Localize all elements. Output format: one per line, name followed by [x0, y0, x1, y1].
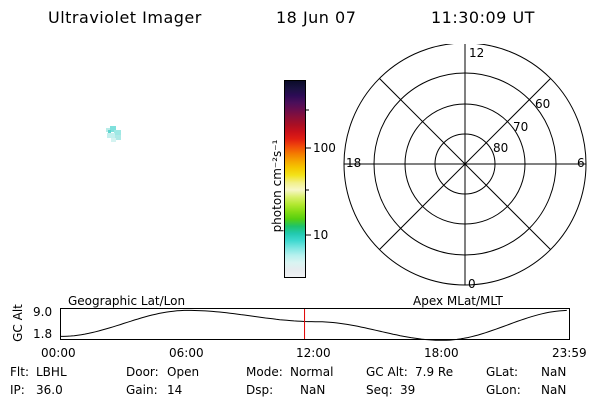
info-flt: LBHL	[36, 365, 67, 379]
mlt-label-6: 6	[577, 156, 585, 170]
info-glat: NaN	[541, 365, 567, 379]
info-gain: 14	[167, 383, 183, 397]
info-ip-label: IP:	[10, 383, 25, 397]
timeline-plot	[60, 308, 570, 341]
colorbar-tick-10: 10	[313, 228, 329, 242]
info-mode-label: Mode:	[246, 365, 283, 379]
colorbar-unit-label: photon cm⁻²s⁻¹	[270, 139, 284, 233]
timeline-left-title: Geographic Lat/Lon	[68, 294, 186, 308]
info-gcalt-label: GC Alt:	[366, 365, 408, 379]
timeline-axis-label: GC Alt	[11, 304, 25, 342]
lat-label-80: 80	[493, 141, 509, 155]
x-tick-1200: 12:00	[296, 346, 331, 360]
info-seq-label: Seq:	[366, 383, 393, 397]
x-tick-2359: 23:59	[552, 346, 587, 360]
mlt-label-0: 0	[468, 277, 476, 291]
polar-grid	[343, 44, 587, 286]
info-glat-label: GLat:	[486, 365, 519, 379]
colorbar-tick-100: 100	[313, 141, 336, 155]
image-date: 18 Jun 07	[276, 8, 357, 27]
x-tick-0600: 06:00	[169, 346, 204, 360]
mlt-label-12: 12	[469, 46, 485, 60]
x-tick-0000: 00:00	[41, 346, 76, 360]
info-gcalt: 7.9 Re	[415, 365, 454, 379]
uv-image-blob	[106, 126, 121, 142]
image-time: 11:30:09 UT	[431, 8, 535, 27]
lat-label-60: 60	[535, 97, 551, 111]
timeline-right-title: Apex MLat/MLT	[413, 294, 503, 308]
mlt-label-18: 18	[346, 156, 362, 170]
info-glon: NaN	[541, 383, 567, 397]
gc-alt-curve	[60, 309, 567, 341]
info-door: Open	[167, 365, 200, 379]
x-tick-1800: 18:00	[424, 346, 459, 360]
info-ip: 36.0	[36, 383, 63, 397]
timeline-frame	[60, 308, 570, 340]
info-flt-label: Flt:	[10, 365, 29, 379]
instrument-title: Ultraviolet Imager	[48, 8, 202, 27]
info-dsp: NaN	[300, 383, 326, 397]
info-gain-label: Gain:	[126, 383, 158, 397]
y-tick-1-8: 1.8	[33, 327, 53, 341]
lat-label-70: 70	[513, 120, 529, 134]
y-tick-9: 9.0	[33, 305, 53, 319]
info-door-label: Door:	[126, 365, 159, 379]
color-bar	[284, 80, 306, 278]
info-mode: Normal	[290, 365, 334, 379]
color-bar-ticks	[306, 109, 311, 236]
info-dsp-label: Dsp:	[246, 383, 274, 397]
info-seq: 39	[400, 383, 416, 397]
info-glon-label: GLon:	[486, 383, 521, 397]
